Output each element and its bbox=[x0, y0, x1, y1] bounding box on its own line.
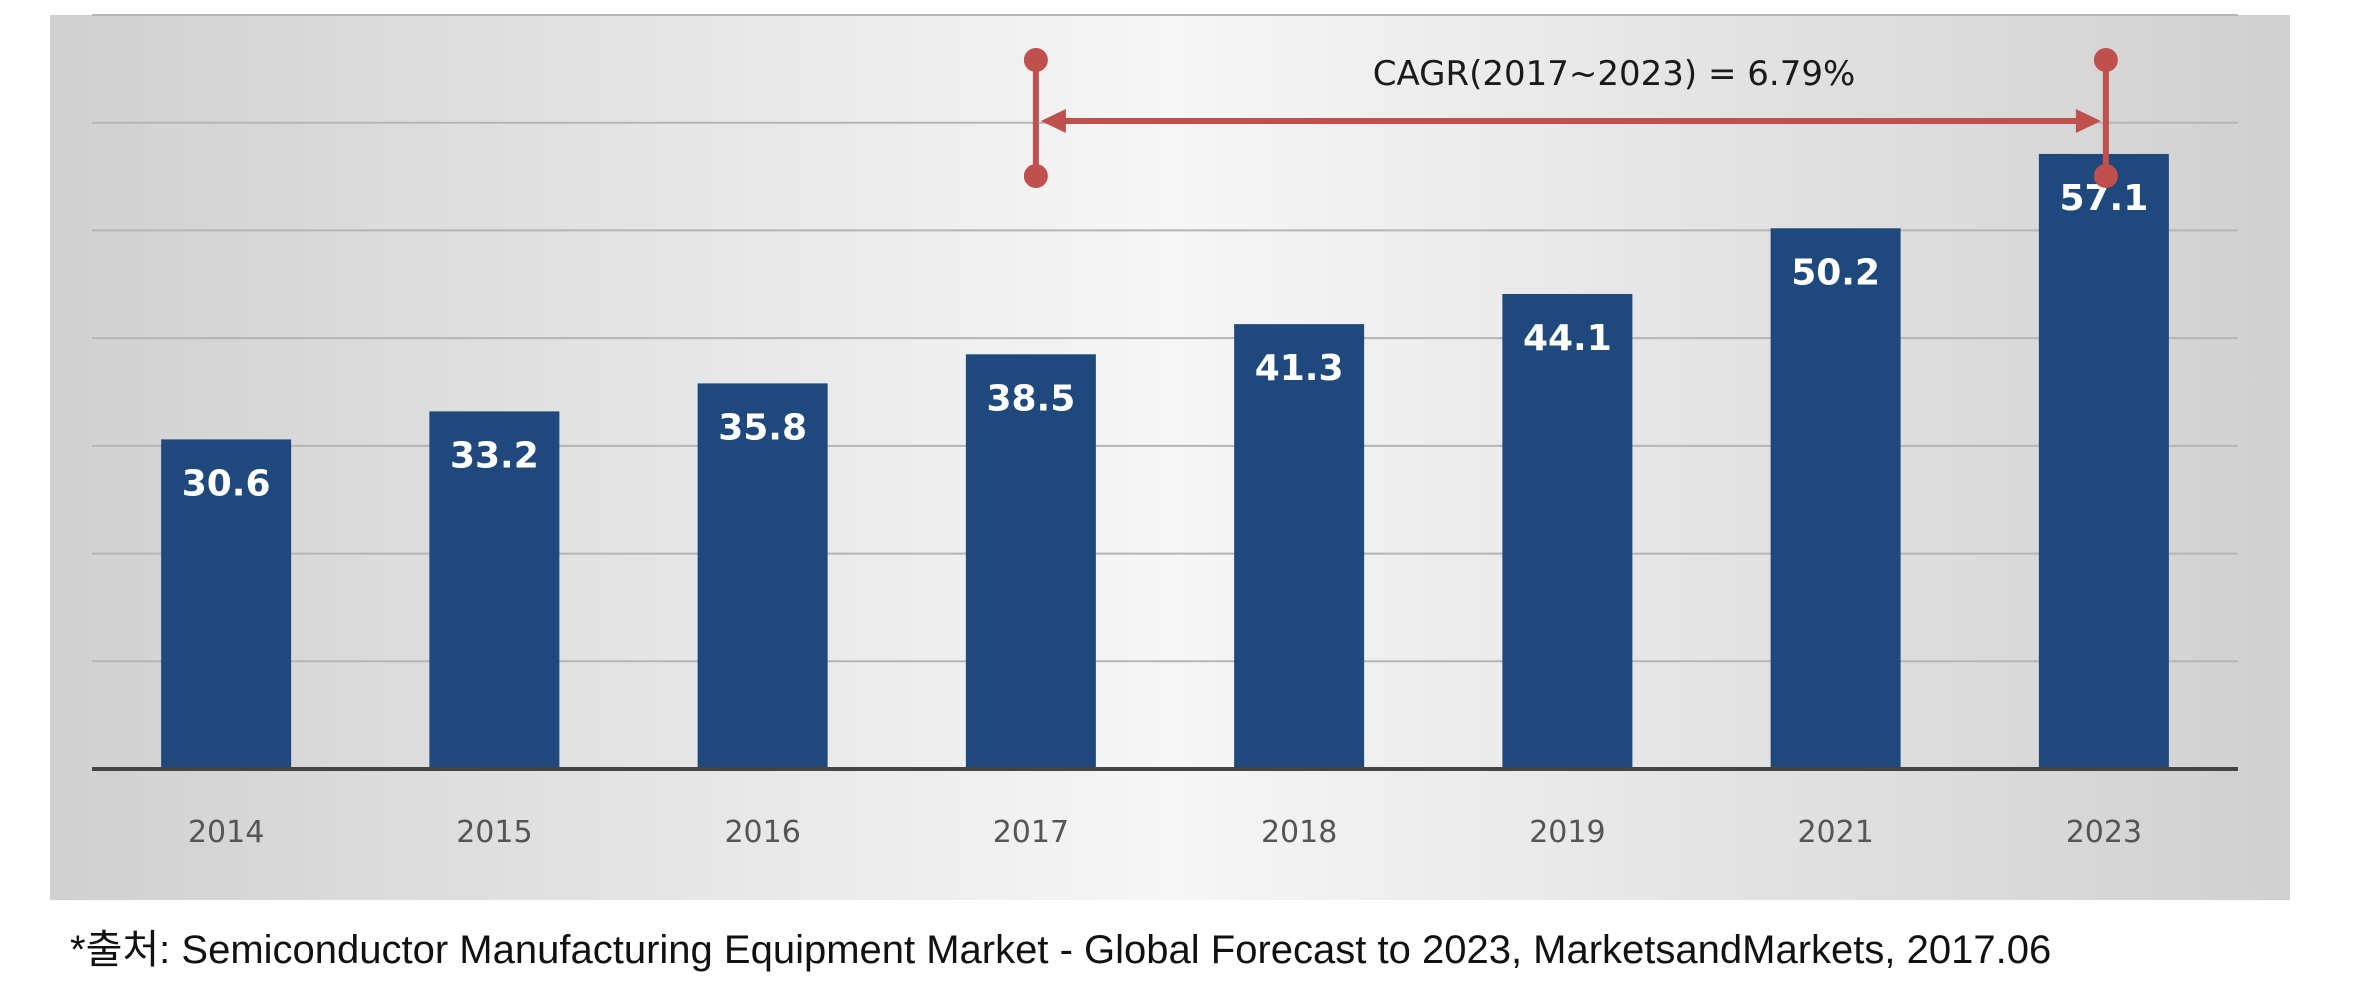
cagr-annotation: CAGR(2017~2023) = 6.79% bbox=[1023, 48, 2118, 188]
x-tick-2019: 2019 bbox=[1529, 815, 1605, 850]
cagr-dot bbox=[1023, 48, 1048, 72]
x-tick-2014: 2014 bbox=[188, 815, 264, 850]
bar-2014 bbox=[161, 439, 292, 769]
plot-background bbox=[50, 15, 2290, 900]
x-tick-2017: 2017 bbox=[993, 815, 1069, 850]
value-label-2017: 38.5 bbox=[986, 378, 1075, 419]
bar-2017 bbox=[965, 354, 1096, 769]
cagr-dot bbox=[2093, 164, 2118, 188]
x-tick-2021: 2021 bbox=[1797, 815, 1873, 850]
source-caption: *출처: Semiconductor Manufacturing Equipme… bbox=[70, 928, 2051, 972]
bar-2021 bbox=[1770, 228, 1901, 769]
value-label-2015: 33.2 bbox=[450, 435, 539, 476]
value-label-2021: 50.2 bbox=[1791, 252, 1880, 293]
bar-2015 bbox=[429, 411, 560, 769]
bar-2018 bbox=[1234, 324, 1365, 769]
value-label-2018: 41.3 bbox=[1255, 348, 1344, 389]
cagr-arrow-head-right bbox=[2075, 109, 2101, 133]
cagr-dot bbox=[1023, 164, 1048, 188]
value-label-2016: 35.8 bbox=[718, 407, 807, 448]
value-label-2019: 44.1 bbox=[1523, 318, 1612, 359]
bar-2019 bbox=[1502, 293, 1633, 769]
x-tick-2018: 2018 bbox=[1261, 815, 1337, 850]
x-tick-2023: 2023 bbox=[2066, 815, 2142, 850]
x-tick-labels: 2014 2015 2016 2017 2018 2019 2021 2023 bbox=[188, 815, 2142, 850]
cagr-dot bbox=[2093, 48, 2118, 72]
cagr-arrow-head-left bbox=[1040, 109, 1066, 133]
cagr-label: CAGR(2017~2023) = 6.79% bbox=[1373, 54, 1856, 94]
x-tick-2016: 2016 bbox=[724, 815, 800, 850]
bars bbox=[161, 153, 2169, 770]
x-tick-2015: 2015 bbox=[456, 815, 532, 850]
bar-2016 bbox=[697, 383, 828, 769]
value-label-2014: 30.6 bbox=[182, 463, 271, 504]
bar-2023 bbox=[2038, 153, 2169, 770]
